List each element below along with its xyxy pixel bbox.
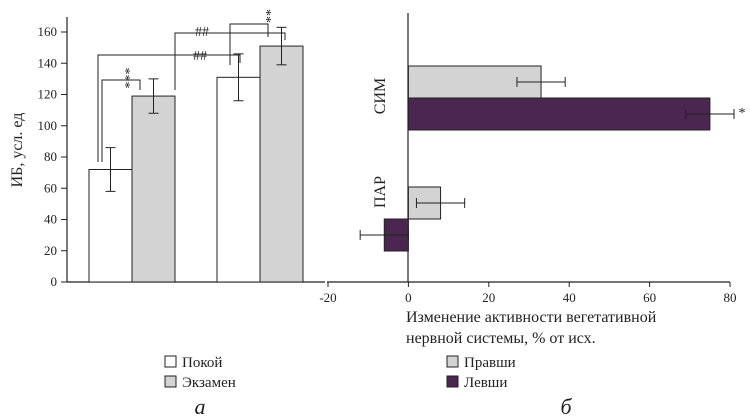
chart-b-bars <box>359 65 735 252</box>
bar-b-series1-cat0 <box>407 97 711 131</box>
chart-b-xlabel-line2: нервной системы, % от исх. <box>406 330 596 347</box>
chart-a-ytick-label-5: 100 <box>38 118 58 133</box>
bar-a-series1-group1 <box>259 45 304 283</box>
legend-a: Покой Экзамен <box>164 355 236 391</box>
chart-b-xtick-label-5: 80 <box>724 290 737 305</box>
legend-swatch-levshi <box>446 375 459 388</box>
chart-a-y-ticks: 0 20 40 60 80 100 120 140 160 <box>38 24 67 289</box>
legend-swatch-pokoy <box>164 355 177 368</box>
legend-label-pravshi: Правши <box>464 355 516 371</box>
chart-a-ytick-label-4: 80 <box>44 149 57 164</box>
chart-a-ytick-label-8: 160 <box>38 24 58 39</box>
chart-a-ytick-label-7: 140 <box>38 55 58 70</box>
chart-b-x-ticks: -20 0 20 40 60 80 <box>319 282 737 305</box>
chart-a-brackets: *** ** ## ## <box>97 9 286 162</box>
chart-b-xtick-label-1: 0 <box>405 290 412 305</box>
sig-a1: *** <box>117 68 132 89</box>
chart-b: -20 0 20 40 60 80 СИМ ПАР * Изменение активно… <box>319 13 746 347</box>
bracket-a2 <box>229 23 269 65</box>
chart-b-xtick-label-4: 60 <box>643 290 656 305</box>
chart-a-ytick-label-6: 120 <box>38 87 58 102</box>
chart-a-bars <box>88 26 304 283</box>
chart-a-ytick-label-3: 60 <box>44 180 57 195</box>
chart-b-xlabel-line1: Изменение активности вегетативной <box>406 309 657 326</box>
chart-b-xtick-label-0: -20 <box>319 290 336 305</box>
panel-label-a: а <box>195 394 206 419</box>
sig-a2: ** <box>258 9 273 23</box>
bar-a-series0-group1 <box>216 76 261 283</box>
bar-a-series1-group0 <box>131 95 176 283</box>
chart-b-xtick-label-2: 20 <box>482 290 495 305</box>
legend-b: Правши Левши <box>446 355 516 391</box>
bracket-a4 <box>174 32 286 90</box>
chart-a: 0 20 40 60 80 100 120 140 160 *** ** ## ## ИБ, у… <box>9 9 325 289</box>
legend-swatch-ekzamen <box>164 375 177 388</box>
chart-b-xtick-label-3: 40 <box>563 290 576 305</box>
legend-label-levshi: Левши <box>464 375 507 391</box>
legend-swatch-pravshi <box>446 355 459 368</box>
chart-a-ytick-label-2: 40 <box>44 212 57 227</box>
panel-label-b: б <box>560 394 572 419</box>
chart-a-ylabel: ИБ, усл. ед <box>9 113 26 188</box>
category-par: ПАР <box>372 176 389 208</box>
sig-a4: ## <box>195 25 209 40</box>
bracket-a3 <box>97 54 241 162</box>
legend-label-ekzamen: Экзамен <box>182 375 236 391</box>
category-sim: СИМ <box>372 78 389 114</box>
bracket-a1 <box>101 79 141 162</box>
legend-label-pokoy: Покой <box>182 355 222 371</box>
sig-a3: ## <box>193 49 207 64</box>
chart-a-ytick-label-1: 20 <box>44 243 57 258</box>
chart-a-ytick-label-0: 0 <box>51 274 58 289</box>
sig-b1: * <box>739 106 746 121</box>
